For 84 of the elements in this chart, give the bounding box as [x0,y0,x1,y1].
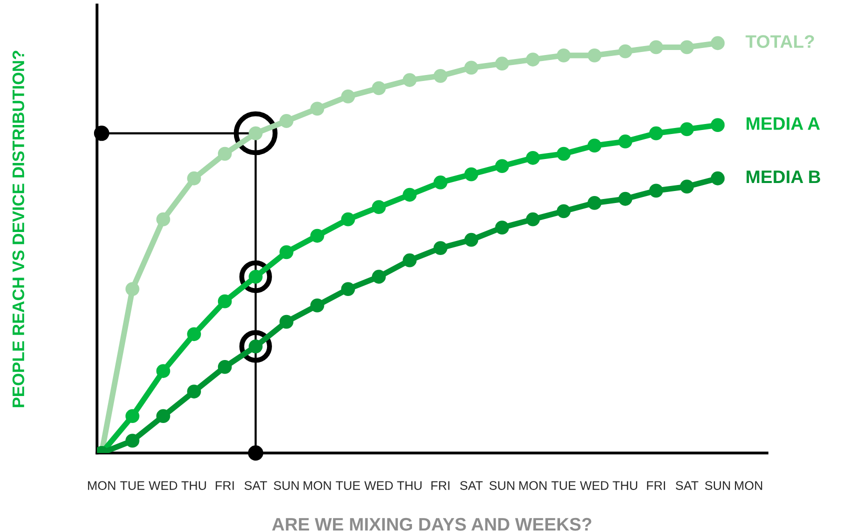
x-tick-label: SUN [489,481,514,490]
point [372,81,386,96]
point [402,253,417,268]
point [588,196,602,210]
point [280,314,294,329]
point [464,60,478,75]
x-tick-label: MON [88,481,116,490]
point [372,270,386,284]
point [125,282,140,296]
point [649,40,664,54]
point [218,294,232,308]
point [556,204,571,218]
point [187,171,201,186]
point [310,298,324,312]
point [187,384,201,398]
point [156,409,170,424]
point [649,184,664,198]
x-axis-title: ARE WE MIXING DAYS AND WEEKS? [272,518,592,531]
x-tick-label: TUE [551,481,576,490]
point [341,282,355,296]
point [310,228,324,243]
point [680,122,694,136]
point [372,200,386,214]
point [556,146,571,161]
point [156,364,170,378]
point [710,36,725,50]
x-tick-label: SAT [676,481,698,490]
x-tick-label: THU [181,481,206,490]
point [341,89,355,104]
x-tick-label: MON [734,481,762,490]
point [495,159,510,174]
series-label: MEDIA B [746,170,820,184]
x-tick-label: THU [397,481,422,490]
x-tick-label: SUN [705,481,730,490]
point [649,126,664,140]
x-tick-label: SAT [244,481,268,490]
point [280,245,294,260]
x-tick-label: MON [519,481,546,490]
point [434,241,448,256]
x-tick-label: THU [612,481,638,490]
x-tick-label: FRI [647,481,666,490]
point [618,134,632,148]
x-tick-label: FRI [216,481,234,490]
point [464,232,478,247]
point [495,56,510,71]
point [218,146,232,161]
point [125,434,140,448]
point [526,150,540,165]
point [526,52,540,66]
point [218,360,232,374]
series-label: MEDIA A [746,117,820,130]
point [310,102,324,116]
point [187,327,201,342]
point [588,48,602,62]
x-tick-label: SUN [274,481,299,490]
x-tick-label: MON [304,481,331,490]
point [588,138,602,153]
point [280,114,294,128]
series-label: TOTAL? [746,35,814,48]
point [125,409,140,424]
point [402,73,417,87]
point [156,212,170,226]
x-tick-label: WED [148,481,178,490]
point [434,176,448,190]
point [495,220,510,235]
point [680,40,694,54]
point [434,68,448,83]
point [402,188,417,202]
x-tick-label: FRI [431,481,450,490]
x-tick-label: WED [580,481,608,490]
point [618,44,632,58]
y-axis-title: PEOPLE REACH VS DEVICE DISTRIBUTION? [12,50,24,408]
x-tick-label: TUE [336,481,360,490]
point [618,192,632,206]
point [710,171,725,186]
x-tick-label: TUE [120,481,144,490]
point [556,48,571,62]
point [341,212,355,226]
point [526,212,540,226]
point [710,118,725,132]
x-tick-label: SAT [460,481,483,490]
x-tick-label: WED [364,481,393,490]
point [464,167,478,182]
point [680,180,694,194]
